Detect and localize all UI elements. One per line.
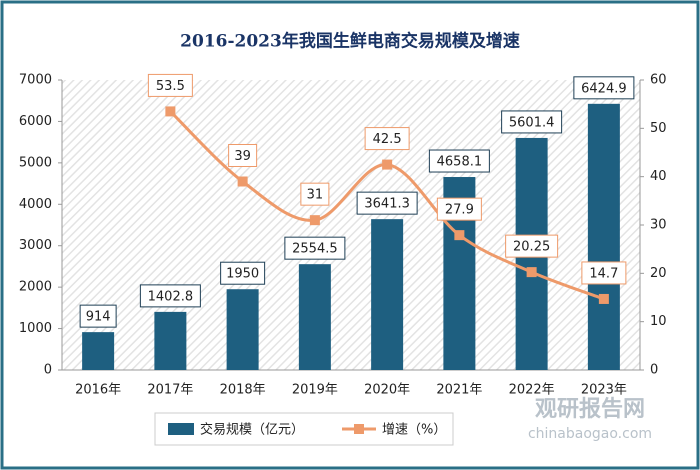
x-tick-label: 2016年: [75, 383, 121, 398]
x-tick-label: 2022年: [509, 383, 555, 398]
data-label: 53.5: [156, 79, 185, 94]
x-tick-label: 2019年: [292, 383, 338, 398]
x-tick-label: 2023年: [581, 383, 627, 398]
marker: [165, 106, 176, 117]
legend-marker: [354, 424, 364, 434]
y2-tick-label: 30: [650, 218, 667, 233]
y-tick-label: 0: [44, 363, 52, 378]
y-tick-label: 1000: [19, 321, 52, 336]
data-label: 5601.4: [509, 115, 555, 130]
data-label: 42.5: [373, 132, 402, 147]
data-label-box: [501, 110, 563, 134]
y-tick-label: 2000: [19, 280, 52, 295]
y-tick-label: 6000: [19, 114, 52, 129]
data-label: 1950: [226, 267, 259, 282]
y2-tick-label: 50: [650, 121, 667, 136]
y2-tick-label: 0: [650, 363, 658, 378]
data-label: 14.7: [589, 266, 618, 281]
bar: [371, 219, 404, 370]
data-label-box: [147, 73, 193, 97]
legend-label: 交易规模（亿元）: [200, 422, 304, 438]
data-label-box: [139, 284, 201, 308]
x-tick-label: 2020年: [364, 383, 410, 398]
y-tick-label: 3000: [19, 238, 52, 253]
bar: [587, 103, 620, 371]
data-label: 39: [234, 149, 251, 164]
marker: [526, 267, 537, 278]
data-label-box: [228, 144, 258, 167]
data-label: 20.25: [513, 240, 550, 255]
bar: [226, 289, 259, 370]
data-label-box: [220, 261, 266, 285]
data-label: 27.9: [445, 203, 474, 218]
watermark-url: chinabaogao.com: [528, 426, 652, 442]
bar: [82, 332, 115, 370]
y2-tick-label: 40: [650, 169, 667, 184]
data-label-box: [79, 304, 117, 328]
data-label-box: [300, 182, 330, 206]
x-tick-label: 2021年: [436, 383, 482, 398]
y2-tick-label: 20: [650, 266, 667, 281]
y-tick-label: 7000: [19, 73, 52, 88]
y2-tick-label: 10: [650, 314, 667, 329]
marker: [598, 293, 609, 304]
data-label-box: [573, 76, 635, 100]
x-tick-label: 2018年: [220, 383, 266, 398]
data-label: 1402.8: [148, 289, 194, 304]
data-label: 6424.9: [581, 81, 627, 96]
marker: [382, 159, 393, 170]
marker: [454, 230, 465, 241]
y2-tick-label: 60: [650, 73, 667, 88]
data-label-box: [356, 191, 418, 215]
marker: [309, 215, 320, 226]
data-label-box: [505, 234, 559, 258]
data-label-box: [428, 149, 490, 173]
legend-swatch: [168, 423, 194, 435]
x-tick-label: 2017年: [147, 383, 193, 398]
legend-box: [154, 412, 454, 446]
data-label-box: [364, 127, 410, 151]
bar: [298, 264, 331, 370]
y-tick-label: 4000: [19, 197, 52, 212]
data-label: 914: [86, 310, 111, 325]
data-label-box: [284, 236, 346, 260]
marker: [237, 176, 248, 187]
data-label: 4658.1: [437, 155, 483, 170]
y-tick-label: 5000: [19, 155, 52, 170]
watermark-name: 观研报告网: [535, 397, 645, 422]
data-label: 3641.3: [364, 197, 410, 212]
chart-title: 2016-2023年我国生鲜电商交易规模及增速: [180, 31, 520, 52]
data-label: 2554.5: [292, 242, 338, 257]
data-label: 31: [307, 188, 324, 203]
legend-label: 增速（%）: [382, 423, 446, 438]
data-label-box: [436, 197, 482, 221]
bar: [154, 311, 187, 370]
data-label-box: [581, 261, 627, 285]
